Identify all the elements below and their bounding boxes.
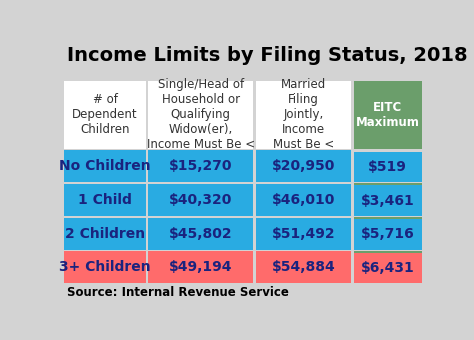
Bar: [64, 252, 146, 283]
Bar: [64, 150, 146, 182]
Text: $49,194: $49,194: [169, 260, 233, 274]
Text: $519: $519: [368, 160, 407, 174]
Bar: [354, 219, 422, 250]
Text: $6,431: $6,431: [361, 261, 415, 275]
Text: $51,492: $51,492: [272, 227, 336, 241]
Bar: [148, 252, 254, 283]
Bar: [148, 218, 254, 250]
Text: $40,320: $40,320: [169, 193, 233, 207]
Bar: [256, 81, 351, 149]
Bar: [354, 185, 422, 216]
Bar: [64, 218, 146, 250]
Text: No Children: No Children: [59, 159, 151, 173]
Bar: [148, 150, 254, 182]
Text: 1 Child: 1 Child: [78, 193, 132, 207]
Bar: [148, 184, 254, 216]
Bar: [354, 253, 422, 283]
Bar: [256, 150, 351, 182]
Text: $15,270: $15,270: [169, 159, 233, 173]
Bar: [148, 81, 254, 149]
Text: $20,950: $20,950: [272, 159, 335, 173]
Text: 3+ Children: 3+ Children: [59, 260, 151, 274]
Text: Married
Filing
Jointly,
Income
Must Be <: Married Filing Jointly, Income Must Be <: [273, 78, 334, 151]
Bar: [354, 152, 422, 182]
Bar: [256, 218, 351, 250]
Text: Single/Head of
Household or
Qualifying
Widow(er),
Income Must Be <: Single/Head of Household or Qualifying W…: [147, 78, 255, 151]
Text: 2 Children: 2 Children: [65, 227, 145, 241]
Bar: [256, 252, 351, 283]
Text: EITC
Maximum: EITC Maximum: [356, 101, 419, 129]
Bar: [354, 183, 422, 185]
Text: $45,802: $45,802: [169, 227, 233, 241]
Text: $54,884: $54,884: [272, 260, 336, 274]
Bar: [64, 184, 146, 216]
Text: $46,010: $46,010: [272, 193, 335, 207]
Text: $3,461: $3,461: [361, 193, 415, 208]
Bar: [256, 184, 351, 216]
Text: $5,716: $5,716: [361, 227, 415, 241]
Text: # of
Dependent
Children: # of Dependent Children: [72, 93, 138, 136]
Text: Income Limits by Filing Status, 2018: Income Limits by Filing Status, 2018: [66, 46, 467, 65]
Bar: [354, 217, 422, 219]
Bar: [354, 81, 422, 149]
Bar: [64, 81, 146, 149]
Bar: [354, 251, 422, 253]
Text: Source: Internal Revenue Service: Source: Internal Revenue Service: [66, 286, 289, 299]
